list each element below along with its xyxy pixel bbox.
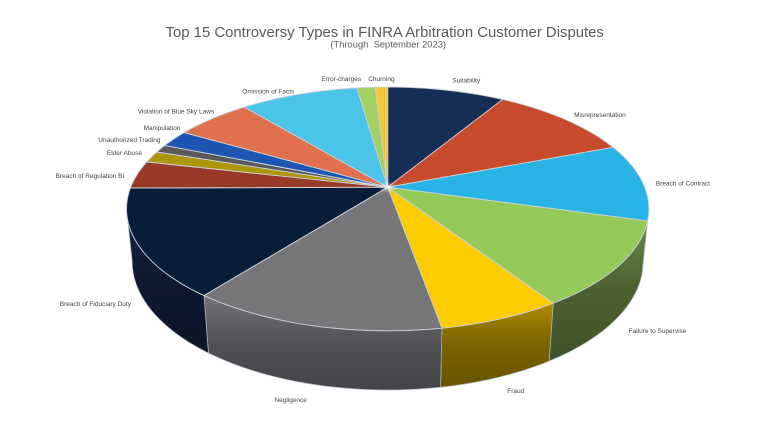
svg-text:Unauthorized Trading: Unauthorized Trading xyxy=(98,137,161,144)
svg-text:Fraud: Fraud xyxy=(507,388,524,395)
svg-text:Negligence: Negligence xyxy=(274,397,307,404)
svg-text:Elder Abuse: Elder Abuse xyxy=(107,150,142,157)
svg-text:Breach of Contract: Breach of Contract xyxy=(656,181,710,188)
svg-text:Misrepresentation: Misrepresentation xyxy=(574,112,626,119)
svg-text:Violation of Blue Sky Laws: Violation of Blue Sky Laws xyxy=(138,109,215,116)
svg-text:Manipulation: Manipulation xyxy=(144,125,181,132)
svg-text:Omission of Facts: Omission of Facts xyxy=(242,89,295,96)
svg-text:Error-charges: Error-charges xyxy=(321,76,361,83)
svg-text:Top 15 Controversy Types in FI: Top 15 Controversy Types in FINRA Arbitr… xyxy=(166,25,604,41)
svg-text:(Through September 2023): (Through September 2023) xyxy=(330,39,446,50)
svg-text:Breach of Fiduciary Duty: Breach of Fiduciary Duty xyxy=(60,301,132,308)
svg-text:Suitability: Suitability xyxy=(452,78,481,85)
svg-text:Churning: Churning xyxy=(368,76,395,83)
svg-text:Failure to Supervise: Failure to Supervise xyxy=(629,328,687,335)
svg-text:Breach of Regulation BI: Breach of Regulation BI xyxy=(56,173,125,180)
